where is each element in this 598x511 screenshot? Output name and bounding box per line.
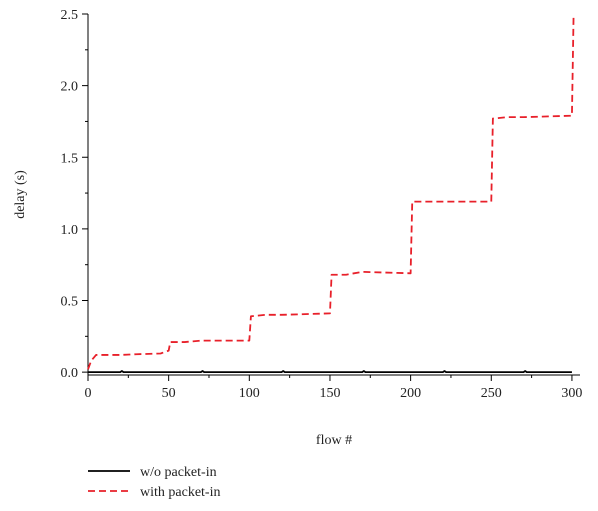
series-line-2	[87, 16, 575, 370]
y-axis-label: delay (s)	[13, 170, 28, 219]
y-tick-label: 1.5	[61, 151, 79, 166]
y-tick-label: 0.0	[61, 366, 79, 381]
legend-label-2: with packet-in	[140, 485, 220, 500]
y-tick-label: 2.0	[61, 80, 79, 95]
x-tick-label: 100	[239, 386, 260, 401]
legend: w/o packet-in with packet-in	[88, 465, 220, 500]
y-tick-label: 1.0	[61, 223, 79, 238]
legend-label-1: w/o packet-in	[140, 465, 217, 480]
x-tick-label: 50	[162, 386, 176, 401]
y-tick-label: 2.5	[61, 8, 79, 23]
x-tick-label: 150	[319, 386, 340, 401]
x-tick-label: 250	[481, 386, 502, 401]
x-tick-label: 200	[400, 386, 421, 401]
x-tick-label: 0	[85, 386, 92, 401]
x-axis-label: flow #	[316, 433, 352, 448]
series-line-1	[88, 370, 572, 374]
y-tick-label: 0.5	[61, 295, 79, 310]
x-tick-label: 300	[561, 386, 582, 401]
